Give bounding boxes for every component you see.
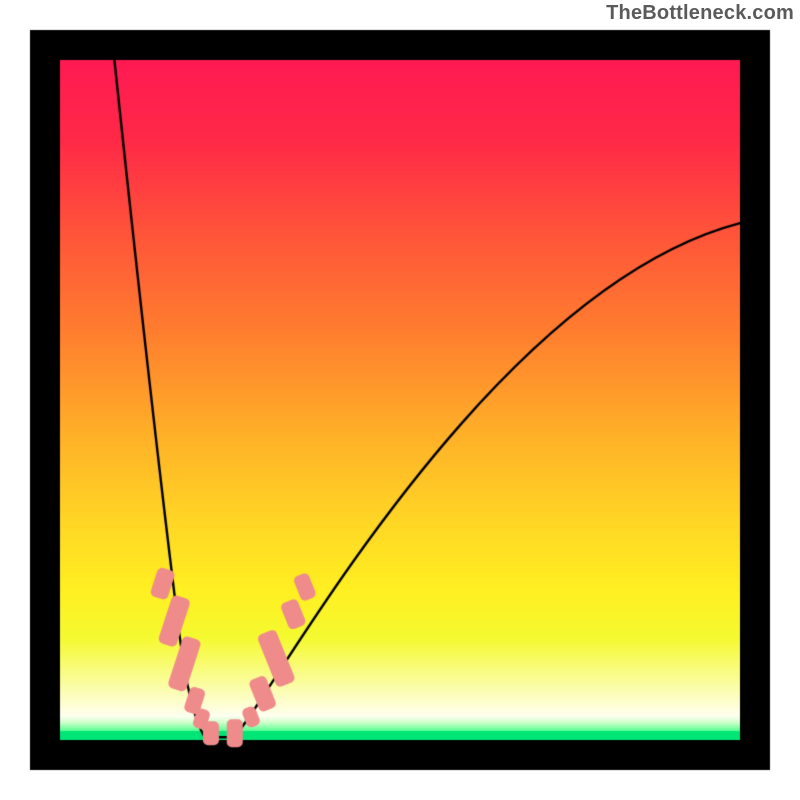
chart-container: TheBottleneck.com (0, 0, 800, 800)
bottleneck-chart-canvas (0, 0, 800, 800)
watermark-text: TheBottleneck.com (606, 2, 794, 25)
